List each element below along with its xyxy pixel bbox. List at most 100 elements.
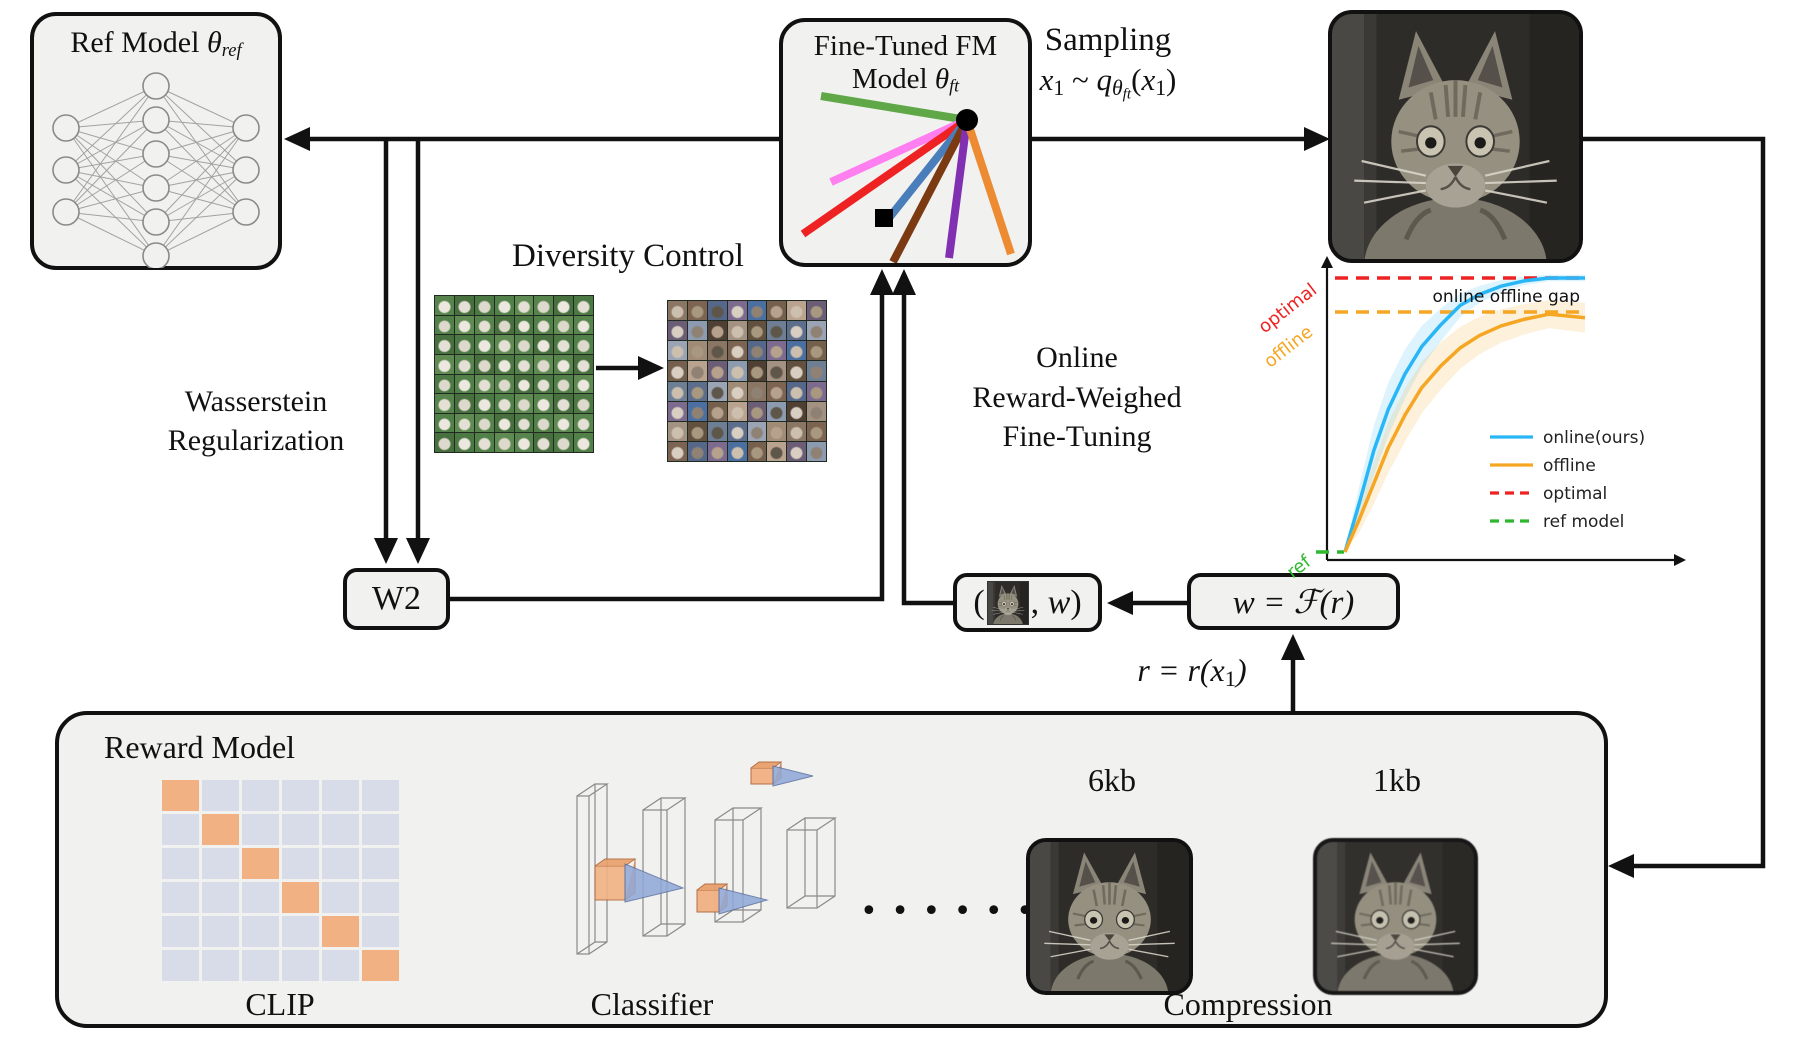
thumb-cell	[435, 433, 454, 452]
thumb-cell	[668, 421, 687, 441]
arrowhead-branch-left	[374, 538, 398, 564]
thumb-cell	[454, 394, 474, 413]
clip-cell	[322, 848, 359, 879]
clip-diagonal-cell	[322, 916, 359, 947]
thumb-cell	[727, 341, 747, 361]
thumb-cell	[727, 301, 747, 321]
clip-cell	[322, 950, 359, 981]
thumb-cell	[435, 335, 454, 354]
thumb-cell	[747, 341, 767, 361]
reward-formula: r = r(x1)	[1137, 652, 1247, 692]
thumb-cell	[767, 421, 787, 441]
thumb-cell	[687, 381, 707, 401]
fm-model-box: Fine-Tuned FM Model θft	[779, 18, 1032, 267]
thumb-cell	[554, 296, 574, 315]
thumb-cell	[574, 394, 593, 413]
thumb-cell	[668, 401, 687, 421]
thumb-cell	[514, 354, 534, 374]
thumb-cell	[707, 401, 727, 421]
thumb-cell	[534, 296, 554, 315]
thumb-cell	[747, 301, 767, 321]
thumb-cell	[707, 441, 727, 461]
thumb-cell	[534, 315, 554, 335]
thumb-cell	[554, 315, 574, 335]
thumb-cell	[787, 381, 807, 401]
flow-rays-icon	[800, 92, 1015, 263]
thumb-cell	[707, 381, 727, 401]
thumb-cell	[554, 335, 574, 354]
legend-text-optimal: optimal	[1543, 484, 1607, 504]
thumb-cell	[727, 401, 747, 421]
pair-open: (	[973, 583, 985, 621]
clip-cell	[362, 916, 399, 947]
axis-label-ref: ref	[1283, 551, 1316, 583]
line-cat-feedback	[1583, 136, 1766, 869]
thumb-cell	[574, 296, 593, 315]
target-square	[875, 209, 893, 227]
thumb-cell	[454, 315, 474, 335]
chart-axes	[1325, 264, 1678, 562]
thumb-cell	[807, 421, 826, 441]
thumb-cell	[534, 354, 554, 374]
thumb-cell	[534, 413, 554, 433]
clip-cell	[362, 882, 399, 913]
thumb-cell	[574, 354, 593, 374]
thumb-cell	[747, 321, 767, 341]
thumb-cell	[435, 354, 454, 374]
thumb-cell	[787, 421, 807, 441]
thumb-cell	[707, 341, 727, 361]
low-diversity-grid	[434, 295, 594, 453]
legend-text-online(ours): online(ours)	[1543, 428, 1645, 448]
thumb-cell	[687, 421, 707, 441]
diversity-title: Diversity Control	[512, 238, 744, 274]
legend-text-offline: offline	[1543, 456, 1596, 476]
clip-cell	[242, 916, 279, 947]
clip-cell	[202, 780, 239, 811]
thumb-cell	[707, 361, 727, 381]
w2-box: W2	[343, 568, 450, 630]
sampling-label: Sampling	[1044, 22, 1172, 58]
size-label-1kb: 1kb	[1373, 762, 1421, 798]
thumb-cell	[807, 361, 826, 381]
ellipsis-dots: • • • • • •	[860, 894, 1036, 929]
clip-label: CLIP	[245, 986, 315, 1022]
thumb-cell	[707, 321, 727, 341]
thumb-cell	[435, 413, 454, 433]
clip-cell	[362, 814, 399, 845]
thumb-cell	[787, 301, 807, 321]
thumb-cell	[474, 354, 494, 374]
clip-cell	[202, 882, 239, 913]
thumb-cell	[707, 301, 727, 321]
thumb-cell	[807, 321, 826, 341]
thumb-cell	[747, 441, 767, 461]
line-w2-to-fm	[450, 281, 885, 602]
arrowhead-into-cat	[1304, 127, 1330, 151]
clip-cell	[282, 916, 319, 947]
band-online(ours)	[1345, 274, 1585, 552]
clip-cell	[242, 950, 279, 981]
thumb-cell	[687, 341, 707, 361]
thumb-cell	[494, 296, 514, 315]
thumb-cell	[668, 361, 687, 381]
thumb-cell	[687, 321, 707, 341]
thumb-cell	[727, 321, 747, 341]
line-pair-to-fm	[901, 281, 953, 606]
thumb-cell	[514, 413, 534, 433]
ref-model-title: Ref Model θref	[70, 26, 242, 61]
thumb-cell	[687, 301, 707, 321]
reward-model-title: Reward Model	[104, 729, 296, 765]
thumb-cell	[807, 441, 826, 461]
thumb-cell	[727, 361, 747, 381]
x-axis-arrowhead	[1674, 554, 1686, 566]
source-dot	[956, 109, 978, 131]
clip-cell	[162, 848, 199, 879]
thumb-cell	[574, 413, 593, 433]
thumb-cell	[494, 413, 514, 433]
thumb-cell	[474, 394, 494, 413]
clip-cell	[162, 950, 199, 981]
thumb-cell	[494, 354, 514, 374]
thumb-cell	[494, 394, 514, 413]
thumb-cell	[435, 394, 454, 413]
sampling-formula: x1 ~ qθft(x1)	[1039, 62, 1177, 103]
